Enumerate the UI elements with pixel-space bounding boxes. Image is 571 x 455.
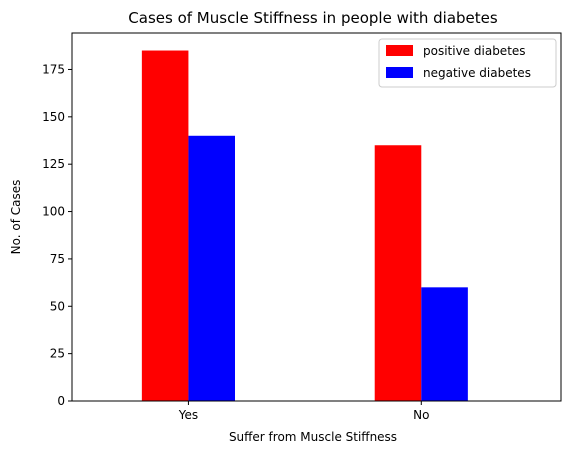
y-tick-label: 25 <box>50 347 65 361</box>
legend-label-positive: positive diabetes <box>423 44 526 58</box>
bar-yes-negative <box>188 135 235 401</box>
x-axis-label: Suffer from Muscle Stiffness <box>229 430 397 444</box>
x-tick-label: Yes <box>178 408 198 422</box>
legend-swatch-positive <box>386 45 413 56</box>
chart-title: Cases of Muscle Stiffness in people with… <box>128 9 498 27</box>
bars-group <box>141 50 468 402</box>
legend-label-negative: negative diabetes <box>423 66 531 80</box>
bar-no-negative <box>421 287 468 401</box>
x-tick-label: No <box>413 408 429 422</box>
y-tick-label: 150 <box>42 110 65 124</box>
bar-yes-positive <box>141 50 189 402</box>
legend-box <box>378 38 557 88</box>
y-tick-label: 0 <box>57 394 65 408</box>
y-axis-ticks: 0 25 50 75 100 125 150 175 <box>42 62 72 408</box>
y-tick-label: 50 <box>50 299 65 313</box>
legend-swatch-negative <box>386 67 413 78</box>
plot-frame <box>71 32 562 402</box>
y-tick-label: 75 <box>50 252 65 266</box>
legend: positive diabetes negative diabetes <box>378 38 557 88</box>
x-axis-ticks: Yes No <box>178 401 429 422</box>
y-tick-label: 100 <box>42 205 65 219</box>
y-tick-label: 125 <box>42 157 65 171</box>
y-tick-label: 175 <box>42 62 65 76</box>
bar-no-positive <box>374 145 422 401</box>
y-axis-label: No. of Cases <box>9 180 23 255</box>
